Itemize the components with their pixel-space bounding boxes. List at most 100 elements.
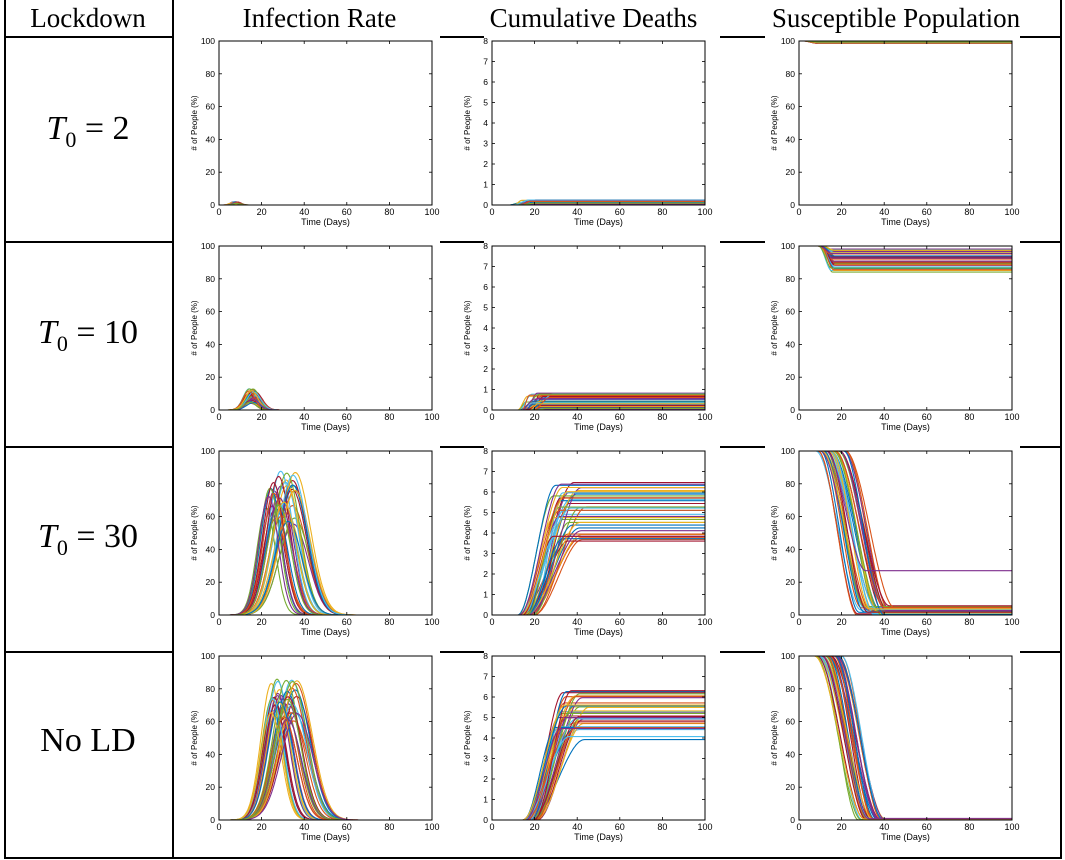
y-axis-label: # of People (%) [463, 710, 472, 765]
y-tick-label: 40 [206, 749, 216, 759]
series-line [492, 507, 705, 616]
y-tick-label: 80 [786, 479, 796, 489]
series-line [492, 199, 705, 206]
x-tick-label: 60 [922, 822, 932, 832]
y-axis-label: # of People (%) [190, 710, 199, 765]
series-line [799, 450, 1012, 609]
series-line [799, 450, 1012, 609]
series-line [492, 704, 705, 821]
x-tick-label: 60 [342, 617, 352, 627]
y-tick-label: 100 [781, 446, 795, 456]
series-line [799, 450, 1012, 614]
y-tick-label: 1 [483, 795, 488, 805]
series-group [799, 450, 1012, 616]
y-tick-label: 20 [206, 577, 216, 587]
series-line [799, 450, 1012, 615]
series-line [799, 450, 1012, 608]
y-tick-label: 80 [786, 274, 796, 284]
series-line [492, 490, 705, 616]
series-line [799, 245, 1012, 257]
x-tick-label: 100 [697, 412, 712, 422]
x-axis-label: Time (Days) [574, 217, 623, 227]
y-tick-label: 60 [206, 717, 216, 727]
y-tick-label: 0 [210, 610, 215, 620]
x-tick-label: 20 [530, 412, 540, 422]
series-line [492, 727, 705, 821]
series-line [492, 502, 705, 616]
y-tick-label: 80 [206, 274, 216, 284]
series-line [492, 739, 705, 821]
series-line [492, 690, 705, 821]
y-axis-label: # of People (%) [190, 95, 199, 150]
series-line [799, 450, 1012, 615]
series-line [799, 245, 1012, 266]
table-rule-partial [720, 36, 765, 38]
series-line [799, 245, 1012, 265]
y-tick-label: 2 [483, 159, 488, 169]
y-tick-label: 7 [483, 672, 488, 682]
series-line [492, 509, 705, 616]
series-line [492, 491, 705, 616]
series-line [492, 518, 705, 616]
series-line [492, 493, 705, 616]
row-label-t0-10: T0 = 10 [37, 314, 139, 356]
x-axis-label: Time (Days) [301, 217, 350, 227]
y-tick-label: 60 [786, 717, 796, 727]
x-tick-label: 20 [837, 617, 847, 627]
series-line [799, 245, 1012, 255]
y-tick-label: 1 [483, 385, 488, 395]
series-line [799, 245, 1012, 268]
series-line [492, 509, 705, 616]
x-tick-label: 60 [615, 617, 625, 627]
series-line [492, 723, 705, 821]
table-rule-partial [440, 651, 484, 653]
series-line [492, 715, 705, 821]
series-line [799, 245, 1012, 271]
series-line [492, 706, 705, 821]
series-line [799, 450, 1012, 613]
series-line [799, 450, 1012, 610]
x-tick-label: 60 [922, 617, 932, 627]
series-line [492, 720, 705, 821]
y-tick-label: 40 [206, 339, 216, 349]
series-line [492, 538, 705, 616]
x-tick-label: 0 [489, 412, 494, 422]
series-line [799, 450, 1012, 615]
x-tick-label: 80 [384, 412, 394, 422]
x-tick-label: 20 [257, 617, 267, 627]
plot-frame [218, 40, 433, 206]
y-tick-label: 40 [206, 134, 216, 144]
y-tick-label: 80 [206, 69, 216, 79]
x-tick-label: 40 [879, 207, 889, 217]
series-line [799, 245, 1012, 252]
series-line [492, 716, 705, 821]
series-line [799, 450, 1012, 616]
table-divider [172, 0, 174, 858]
y-tick-label: 1 [483, 590, 488, 600]
x-tick-label: 100 [1004, 207, 1019, 217]
series-line [492, 533, 705, 616]
series-line [492, 728, 705, 821]
header-cumulative-deaths: Cumulative Deaths [489, 3, 698, 33]
series-line [799, 450, 1012, 613]
series-line [799, 450, 1012, 610]
series-line [799, 245, 1012, 251]
x-tick-label: 0 [489, 822, 494, 832]
table-rule [4, 241, 174, 243]
y-tick-label: 100 [781, 36, 795, 46]
x-tick-label: 20 [837, 822, 847, 832]
x-tick-label: 20 [530, 822, 540, 832]
y-axis-label: # of People (%) [770, 710, 779, 765]
y-tick-label: 60 [206, 512, 216, 522]
y-axis-label: # of People (%) [770, 95, 779, 150]
series-line [492, 722, 705, 821]
y-tick-label: 40 [786, 544, 796, 554]
row-label-t0-2: T0 = 2 [46, 110, 130, 152]
series-line [492, 726, 705, 821]
y-tick-label: 0 [790, 610, 795, 620]
table-rule [4, 857, 1062, 859]
x-tick-label: 80 [384, 207, 394, 217]
y-tick-label: 60 [786, 512, 796, 522]
y-tick-label: 7 [483, 467, 488, 477]
